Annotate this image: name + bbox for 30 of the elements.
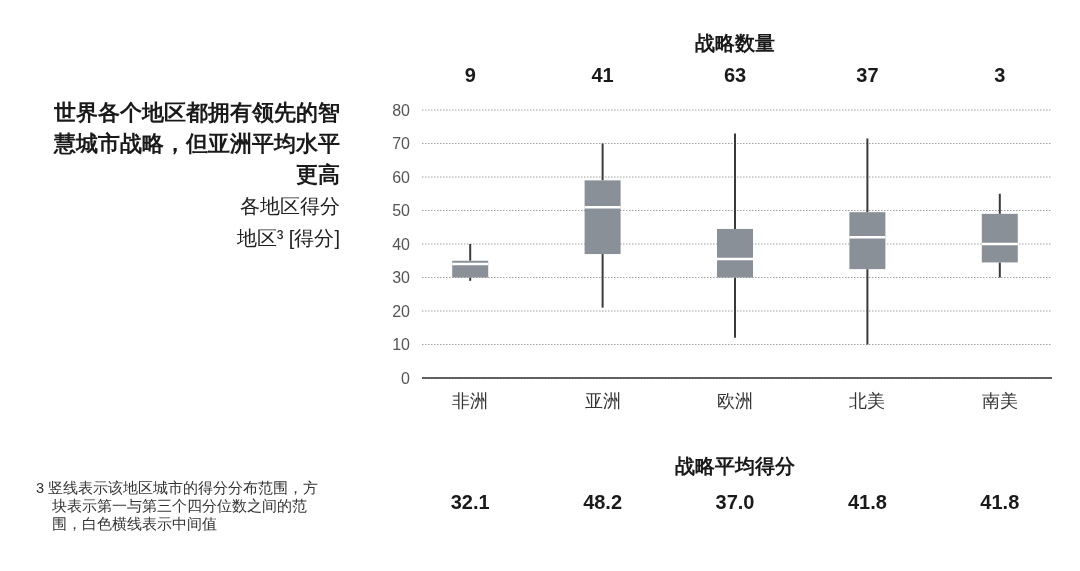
data-label: 41.8	[980, 491, 1020, 513]
data-label: 48.2	[583, 491, 623, 513]
text: 战略平均得分	[675, 455, 796, 477]
y-tick-label: 80	[392, 101, 411, 119]
y-tick-label: 20	[392, 302, 411, 320]
data-label: 41	[591, 64, 614, 86]
y-tick-label: 70	[392, 135, 411, 152]
text: 世界各个地区都拥有领先的智慧城市战略，但亚洲平均水平更高	[52, 99, 340, 189]
y-tick-label: 40	[392, 235, 411, 253]
y-tick-label: 0	[401, 369, 411, 387]
x-tick-label: 南美	[981, 391, 1018, 411]
y-axis-title: 地区³ [得分]	[235, 226, 340, 251]
data-label: 3	[994, 64, 1006, 86]
y-tick-label: 10	[392, 336, 411, 353]
data-label: 37	[856, 64, 879, 86]
y-tick-label: 50	[392, 202, 411, 219]
data-label: 63	[723, 64, 747, 86]
x-tick-label: 亚洲	[584, 391, 621, 411]
data-label: 9	[464, 64, 476, 86]
data-label: 37.0	[715, 491, 755, 513]
text: 战略数量	[695, 32, 775, 54]
text: 各地区得分	[239, 194, 340, 219]
y-tick-label: 60	[392, 168, 411, 186]
text: 3 竖线表示该地区城市的得分分布范围，方块表示第一与第三个四分位数之间的范围，白色横线表示中间值	[36, 479, 320, 533]
y-tick-label: 30	[392, 269, 411, 286]
x-tick-label: 北美	[849, 391, 886, 411]
data-label: 32.1	[450, 491, 490, 513]
x-tick-label: 非洲	[452, 391, 489, 411]
x-tick-label: 欧洲	[717, 391, 753, 411]
data-label: 41.8	[847, 491, 887, 513]
